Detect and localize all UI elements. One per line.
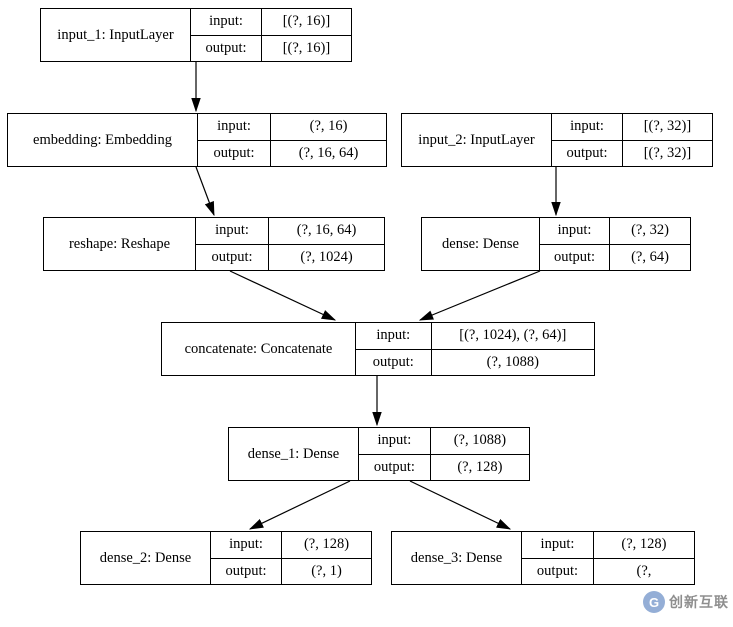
io-value-input: (?, 1088) xyxy=(431,428,529,454)
edge-dense_1-to-dense_3 xyxy=(410,481,510,529)
io-value-output: (?, 1) xyxy=(282,559,371,585)
edge-embedding-to-reshape xyxy=(196,167,214,215)
node-name: input_1: InputLayer xyxy=(41,9,191,61)
node-name: concatenate: Concatenate xyxy=(162,323,356,375)
watermark-text: 创新互联 xyxy=(669,592,729,612)
node-io: input:(?, 16, 64)output:(?, 1024) xyxy=(196,218,384,270)
io-value-output: (?, xyxy=(594,559,694,585)
io-value-output: [(?, 32)] xyxy=(623,141,712,167)
watermark: G 创新互联 xyxy=(643,591,729,613)
watermark-glyph: G xyxy=(643,591,665,613)
io-value-output: (?, 16, 64) xyxy=(271,141,386,167)
node-reshape: reshape: Reshapeinput:(?, 16, 64)output:… xyxy=(43,217,385,271)
edge-dense_1-to-dense_2 xyxy=(250,481,350,529)
node-io: input:(?, 16)output:(?, 16, 64) xyxy=(198,114,386,166)
io-value-input: (?, 32) xyxy=(610,218,690,244)
io-value-input: (?, 16, 64) xyxy=(269,218,384,244)
io-label-output: output: xyxy=(211,559,282,585)
node-io: input:(?, 1088)output:(?, 128) xyxy=(359,428,529,480)
io-value-output: (?, 1024) xyxy=(269,245,384,271)
io-label-input: input: xyxy=(522,532,594,558)
io-value-input: (?, 16) xyxy=(271,114,386,140)
node-input_1: input_1: InputLayerinput:[(?, 16)]output… xyxy=(40,8,352,62)
io-value-output: [(?, 16)] xyxy=(262,36,351,62)
io-label-input: input: xyxy=(198,114,271,140)
io-label-input: input: xyxy=(196,218,269,244)
io-label-output: output: xyxy=(359,455,431,481)
node-dense_1: dense_1: Denseinput:(?, 1088)output:(?, … xyxy=(228,427,530,481)
node-dense_2: dense_2: Denseinput:(?, 128)output:(?, 1… xyxy=(80,531,372,585)
node-io: input:[(?, 1024), (?, 64)]output:(?, 108… xyxy=(356,323,594,375)
node-name: input_2: InputLayer xyxy=(402,114,552,166)
io-value-output: (?, 128) xyxy=(431,455,529,481)
io-label-output: output: xyxy=(198,141,271,167)
io-label-output: output: xyxy=(191,36,262,62)
io-value-output: (?, 1088) xyxy=(432,350,594,376)
node-name: reshape: Reshape xyxy=(44,218,196,270)
io-value-input: (?, 128) xyxy=(282,532,371,558)
io-label-output: output: xyxy=(540,245,610,271)
node-io: input:(?, 128)output:(?, 1) xyxy=(211,532,371,584)
node-io: input:[(?, 16)]output:[(?, 16)] xyxy=(191,9,351,61)
io-value-input: (?, 128) xyxy=(594,532,694,558)
node-name: dense_2: Dense xyxy=(81,532,211,584)
node-name: dense_1: Dense xyxy=(229,428,359,480)
io-value-input: [(?, 16)] xyxy=(262,9,351,35)
node-embedding: embedding: Embeddinginput:(?, 16)output:… xyxy=(7,113,387,167)
node-io: input:[(?, 32)]output:[(?, 32)] xyxy=(552,114,712,166)
io-label-output: output: xyxy=(522,559,594,585)
node-io: input:(?, 128)output:(?, xyxy=(522,532,694,584)
io-label-output: output: xyxy=(552,141,623,167)
io-label-input: input: xyxy=(211,532,282,558)
io-label-input: input: xyxy=(359,428,431,454)
edge-dense-to-concatenate xyxy=(420,271,540,320)
io-value-output: (?, 64) xyxy=(610,245,690,271)
io-label-input: input: xyxy=(552,114,623,140)
io-value-input: [(?, 1024), (?, 64)] xyxy=(432,323,594,349)
io-label-input: input: xyxy=(540,218,610,244)
node-io: input:(?, 32)output:(?, 64) xyxy=(540,218,690,270)
node-concatenate: concatenate: Concatenateinput:[(?, 1024)… xyxy=(161,322,595,376)
io-label-input: input: xyxy=(191,9,262,35)
node-name: dense: Dense xyxy=(422,218,540,270)
node-dense: dense: Denseinput:(?, 32)output:(?, 64) xyxy=(421,217,691,271)
edge-reshape-to-concatenate xyxy=(230,271,335,320)
io-label-output: output: xyxy=(196,245,269,271)
io-label-input: input: xyxy=(356,323,432,349)
io-value-input: [(?, 32)] xyxy=(623,114,712,140)
node-name: dense_3: Dense xyxy=(392,532,522,584)
node-input_2: input_2: InputLayerinput:[(?, 32)]output… xyxy=(401,113,713,167)
node-dense_3: dense_3: Denseinput:(?, 128)output:(?, xyxy=(391,531,695,585)
io-label-output: output: xyxy=(356,350,432,376)
node-name: embedding: Embedding xyxy=(8,114,198,166)
